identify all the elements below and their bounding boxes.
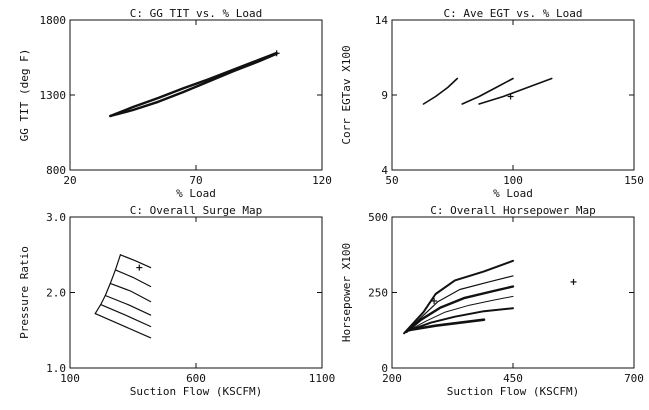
x-axis-label: % Load	[493, 187, 533, 200]
series-line-1	[403, 259, 514, 335]
y-axis-label: Corr EGTav X100	[340, 45, 353, 144]
y-tick-label: 0	[381, 362, 388, 375]
y-tick-label: 4	[381, 164, 388, 177]
chart-title: C: Ave EGT vs. % Load	[443, 7, 582, 20]
y-tick-label: 500	[368, 211, 388, 224]
y-tick-label: 9	[381, 89, 388, 102]
series-line-2	[109, 52, 278, 118]
x-axis-label: Suction Flow (KSCFM)	[447, 385, 579, 398]
series-line-6	[94, 313, 152, 339]
series-line-1	[119, 254, 152, 269]
series-line-3	[109, 282, 152, 303]
y-tick-label: 1300	[40, 89, 67, 102]
y-tick-label: 14	[375, 14, 389, 27]
series-line-1	[109, 51, 278, 118]
y-tick-label: 1800	[40, 14, 67, 27]
y-axis-label: Pressure Ratio	[18, 246, 31, 339]
data-marker-1	[570, 278, 577, 285]
x-tick-label: 450	[503, 372, 523, 385]
x-axis-label: % Load	[176, 187, 216, 200]
chart-title: C: GG TIT vs. % Load	[130, 7, 262, 20]
y-axis-label: Horsepower X100	[340, 243, 353, 342]
y-tick-label: 3.0	[46, 211, 66, 224]
chart-1: C: GG TIT vs. % Load 20 70 120 800 1300 1800 % …	[18, 7, 332, 200]
x-tick-label: 50	[385, 174, 398, 187]
y-tick-label: 1.0	[46, 362, 66, 375]
series-line-7	[94, 254, 122, 315]
series-line-1	[422, 77, 459, 105]
x-tick-label: 20	[63, 174, 76, 187]
y-axis-label: GG TIT (deg F)	[18, 49, 31, 142]
series-line-5	[407, 307, 514, 332]
series-line-2	[461, 77, 514, 105]
y-tick-label: 2.0	[46, 287, 66, 300]
x-tick-label: 100	[60, 372, 80, 385]
x-tick-label: 100	[503, 174, 523, 187]
series-line-5	[100, 304, 152, 328]
plot-frame	[69, 19, 323, 171]
series-line-2	[405, 275, 514, 333]
plot-frame	[391, 19, 635, 171]
series-line-4	[407, 295, 514, 332]
chart-3: C: Overall Surge Map 100 600 1100 1.0 2.0 3.0 S…	[18, 204, 335, 398]
series-line-4	[104, 294, 152, 316]
data-marker-1	[507, 93, 514, 100]
plot-frame	[391, 216, 635, 369]
data-marker-2	[431, 297, 438, 304]
chart-4: C: Overall Horsepower Map 200 450 700 0 250 50…	[340, 204, 644, 398]
chart-title: C: Overall Surge Map	[130, 204, 262, 217]
chart-2: C: Ave EGT vs. % Load 50 100 150 4 9 14 % Load C…	[340, 7, 644, 200]
x-tick-label: 70	[189, 174, 202, 187]
y-tick-label: 250	[368, 287, 388, 300]
x-axis-label: Suction Flow (KSCFM)	[130, 385, 262, 398]
data-marker-1	[136, 264, 143, 271]
x-tick-label: 600	[186, 372, 206, 385]
x-tick-label: 700	[624, 372, 644, 385]
plot-frame	[69, 216, 323, 369]
y-tick-label: 800	[46, 164, 66, 177]
x-tick-label: 200	[382, 372, 402, 385]
x-tick-label: 1100	[309, 372, 336, 385]
series-line-6	[409, 318, 486, 332]
chart-title: C: Overall Horsepower Map	[430, 204, 596, 217]
series-line-3	[478, 77, 553, 105]
x-tick-label: 120	[312, 174, 332, 187]
data-marker-1	[273, 50, 280, 57]
x-tick-label: 150	[624, 174, 644, 187]
series-line-2	[114, 269, 152, 288]
series-line-3	[405, 285, 515, 333]
